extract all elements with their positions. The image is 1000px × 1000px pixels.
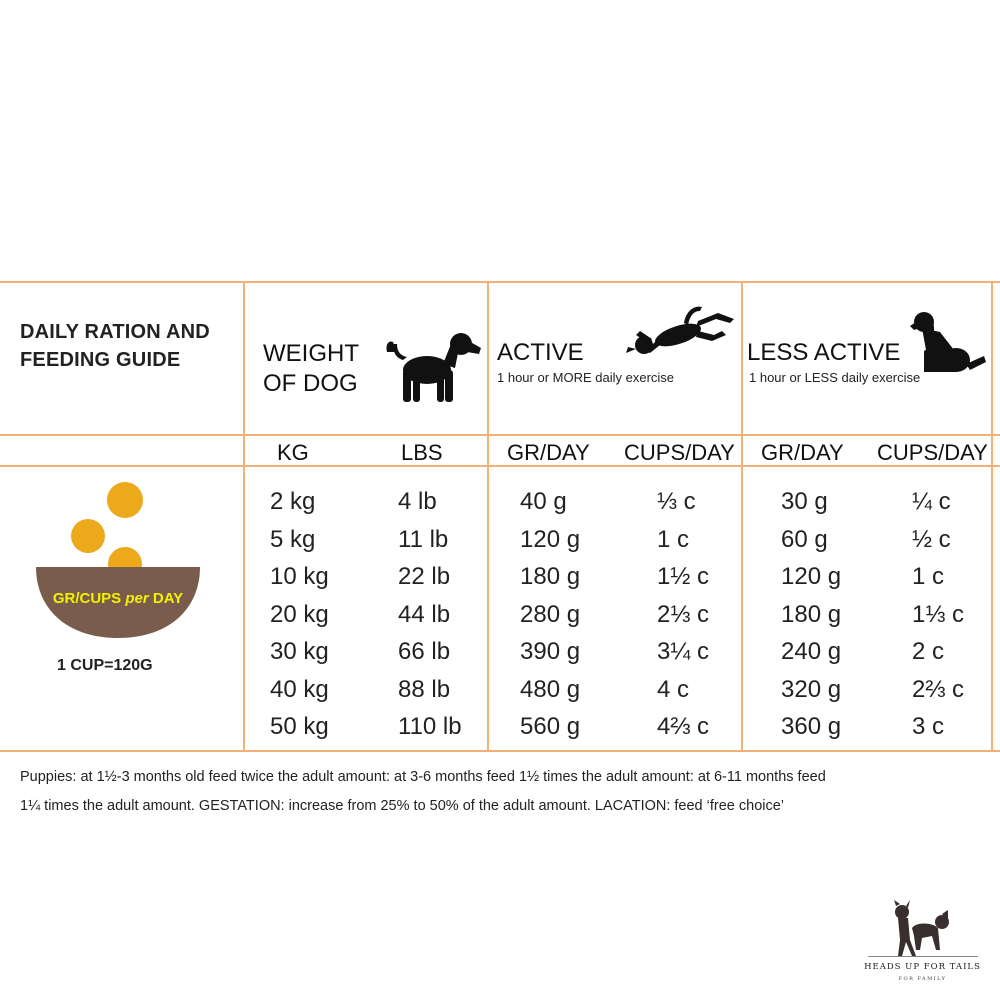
weight-header-line1: WEIGHT [263,340,359,367]
puppy-feeding-note-line2: 1¼ times the adult amount. GESTATION: in… [20,798,785,814]
table-bottom-border [0,750,1000,752]
less-active-gr-cell: 240 g [781,638,842,665]
active-cups-cell: 1 c [657,525,690,553]
dog-bowl-icon [36,482,200,638]
subheader-less-gr-day: GR/DAY [761,440,844,465]
sitting-dog-icon [910,312,986,372]
weight-lbs-cell: 11 lb [398,525,449,553]
subheader-divider [0,465,1000,467]
less-active-cups-cell: 1⅓ c [912,600,965,628]
weight-kg-cell: 10 kg [270,563,329,590]
active-gr-cell: 40 g [520,488,567,515]
weight-lbs-cell: 4 lb [398,488,437,515]
weight-header-line2: OF DOG [263,370,358,397]
active-cups-cell: 3¼ c [657,638,710,665]
weight-lbs-cell: 110 lb [398,713,462,740]
active-cups-cell: 2⅓ c [657,600,710,628]
subheader-less-cups-day: CUPS/DAY [877,440,988,465]
brand-name: HEADS UP FOR TAILS [864,962,981,972]
active-cups-cell: 4⅔ c [657,713,710,740]
cup-conversion-note: 1 CUP=120G [57,657,153,674]
subheader-lbs: LBS [401,440,443,465]
less-active-cups-cell: 2 c [912,638,945,665]
puppy-feeding-note-line1: Puppies: at 1½-3 months old feed twice t… [20,769,826,785]
active-cups-cell: ⅓ c [657,488,696,515]
puppy-feeding-note: Puppies: at 1½-3 months old feed twice t… [20,763,990,821]
bowl-label-unit: GR/CUPS [52,590,126,607]
active-gr-cell: 280 g [520,600,581,628]
less-active-gr-cell: 60 g [781,525,828,553]
guide-title: DAILY RATION AND FEEDING GUIDE [20,318,210,374]
less-active-header: LESS ACTIVE [747,339,901,366]
column-divider-1 [243,281,245,752]
subheader-active-cups-day: CUPS/DAY [624,440,735,465]
table-top-border [0,281,1000,283]
brand-underline [868,956,978,957]
column-divider-2 [487,281,489,752]
less-active-gr-cell: 30 g [781,488,828,515]
weight-lbs-cell: 22 lb [398,563,451,590]
less-active-cups-cell: 2⅔ c [912,675,965,703]
less-active-gr-cell: 320 g [781,675,842,703]
active-subtitle: 1 hour or MORE daily exercise [497,370,675,385]
weight-lbs-cell: 66 lb [398,638,451,665]
active-gr-cell: 480 g [520,675,581,703]
less-active-gr-cell: 180 g [781,600,842,628]
active-cups-cell: 1½ c [657,563,710,590]
column-divider-3 [741,281,743,752]
less-active-gr-cell: 120 g [781,563,842,590]
subheader-active-gr-day: GR/DAY [507,440,590,465]
weight-header: WEIGHT OF DOG [263,339,359,399]
subheader-kg: KG [277,440,309,465]
less-active-cups-cell: ¼ c [912,488,951,515]
weight-kg-cell: 40 kg [270,675,329,703]
weight-kg-cell: 2 kg [270,488,316,515]
weight-lbs-cell: 44 lb [398,600,451,628]
bowl-label: GR/CUPS per DAY [36,590,200,607]
active-header: ACTIVE [497,339,584,366]
weight-kg-cell: 20 kg [270,600,329,628]
guide-title-line2: FEEDING GUIDE [20,349,181,371]
less-active-subtitle: 1 hour or LESS daily exercise [749,370,921,385]
brand-logo-icon [894,900,949,956]
brand-tagline: FOR FAMILY [898,976,947,982]
less-active-cups-cell: 3 c [912,713,945,740]
weight-kg-cell: 30 kg [270,638,329,665]
header-divider [0,434,1000,436]
weight-lbs-cell: 88 lb [398,675,451,703]
active-cups-cell: 4 c [657,675,690,703]
active-gr-cell: 560 g [520,713,581,740]
less-active-cups-cell: ½ c [912,525,951,553]
bowl-label-per: per [125,590,149,607]
less-active-cups-cell: 1 c [912,563,945,590]
active-gr-cell: 180 g [520,563,581,590]
less-active-gr-cell: 360 g [781,713,842,740]
weight-kg-cell: 50 kg [270,713,329,740]
column-divider-4 [991,281,993,752]
weight-kg-cell: 5 kg [270,525,316,553]
bowl-label-day: DAY [148,590,184,607]
guide-title-line1: DAILY RATION AND [20,321,210,343]
standing-beagle-icon [386,333,481,402]
active-gr-cell: 120 g [520,525,581,553]
active-gr-cell: 390 g [520,638,581,665]
running-dog-icon [626,306,734,354]
